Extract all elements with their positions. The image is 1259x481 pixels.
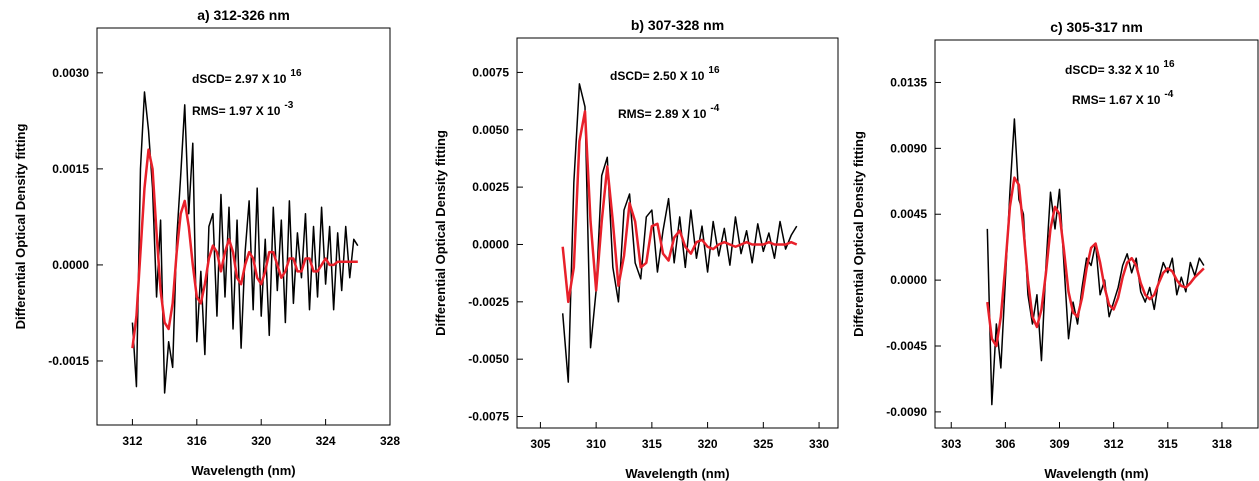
chart-title: c) 305-317 nm: [1050, 19, 1143, 35]
y-tick-label: 0.0000: [890, 273, 927, 287]
x-tick-label: 309: [1049, 437, 1069, 451]
annotation-exponent: 16: [1163, 59, 1175, 70]
annotation-text: RMS= 1.97 X 10: [192, 104, 281, 118]
y-axis-label: Differential Optical Density fitting: [851, 131, 866, 337]
data-line: [561, 83, 798, 383]
y-tick-label: 0.0025: [472, 180, 509, 194]
annotation-text: dSCD= 2.50 X 10: [610, 69, 705, 83]
y-tick-label: 0.0000: [472, 237, 509, 251]
x-tick-label: 310: [586, 437, 606, 451]
x-tick-label: 316: [187, 434, 207, 448]
annotation: RMS= 1.97 X 10 -3: [192, 100, 294, 118]
x-tick-label: 330: [809, 437, 829, 451]
y-tick-label: 0.0090: [890, 141, 927, 155]
annotation: dSCD= 3.32 X 10 16: [1065, 59, 1175, 77]
x-tick-label: 315: [642, 437, 662, 451]
x-axis-label: Wavelength (nm): [625, 466, 729, 481]
annotation-text: dSCD= 3.32 X 10: [1065, 63, 1160, 77]
x-tick-label: 312: [1104, 437, 1124, 451]
annotation: RMS= 2.89 X 10 -4: [618, 103, 720, 121]
plot-frame: [516, 37, 839, 429]
x-tick-label: 325: [753, 437, 773, 451]
x-tick-label: 324: [316, 434, 336, 448]
x-axis-label: Wavelength (nm): [1044, 466, 1148, 481]
x-tick-label: 320: [251, 434, 271, 448]
x-tick-label: 328: [380, 434, 400, 448]
plot-frame: [934, 39, 1259, 429]
y-tick-label: 0.0050: [472, 123, 509, 137]
chart-title: a) 312-326 nm: [197, 7, 290, 23]
y-tick-label: 0.0135: [890, 75, 927, 89]
y-axis-label: Differential Optical Density fitting: [433, 130, 448, 336]
annotation: RMS= 1.67 X 10 -4: [1072, 89, 1174, 107]
annotation-exponent: -3: [284, 100, 293, 111]
y-axis-label: Differential Optical Density fitting: [13, 124, 28, 330]
x-tick-label: 305: [530, 437, 550, 451]
data-line: [986, 176, 1205, 348]
y-tick-label: 0.0075: [472, 65, 509, 79]
plot-frame: [96, 27, 391, 426]
data-line: [131, 91, 359, 394]
data-line: [561, 110, 798, 304]
data-line: [986, 118, 1205, 406]
y-tick-label: -0.0075: [468, 410, 509, 424]
y-tick-label: -0.0090: [886, 405, 927, 419]
y-tick-label: 0.0045: [890, 207, 927, 221]
y-tick-label: 0.0000: [52, 258, 89, 272]
y-tick-label: -0.0015: [48, 354, 89, 368]
x-tick-label: 312: [122, 434, 142, 448]
chart-title: b) 307-328 nm: [631, 17, 724, 33]
annotation: dSCD= 2.97 X 10 16: [192, 68, 302, 86]
x-tick-label: 303: [941, 437, 961, 451]
annotation-exponent: -4: [1164, 89, 1173, 100]
annotation-text: dSCD= 2.97 X 10: [192, 72, 287, 86]
x-tick-label: 318: [1212, 437, 1232, 451]
y-tick-label: -0.0050: [468, 352, 509, 366]
annotation-exponent: 16: [290, 68, 302, 79]
annotation-text: RMS= 2.89 X 10: [618, 107, 707, 121]
annotation-exponent: -4: [710, 103, 719, 114]
annotation: dSCD= 2.50 X 10 16: [610, 65, 720, 83]
y-tick-label: 0.0015: [52, 162, 89, 176]
x-axis-label: Wavelength (nm): [191, 463, 295, 478]
x-tick-label: 315: [1158, 437, 1178, 451]
x-tick-label: 306: [995, 437, 1015, 451]
annotation-text: RMS= 1.67 X 10: [1072, 93, 1161, 107]
y-tick-label: -0.0045: [886, 339, 927, 353]
data-line: [131, 148, 358, 349]
annotation-exponent: 16: [708, 65, 720, 76]
y-tick-label: 0.0030: [52, 66, 89, 80]
y-tick-label: -0.0025: [468, 295, 509, 309]
x-tick-label: 320: [698, 437, 718, 451]
